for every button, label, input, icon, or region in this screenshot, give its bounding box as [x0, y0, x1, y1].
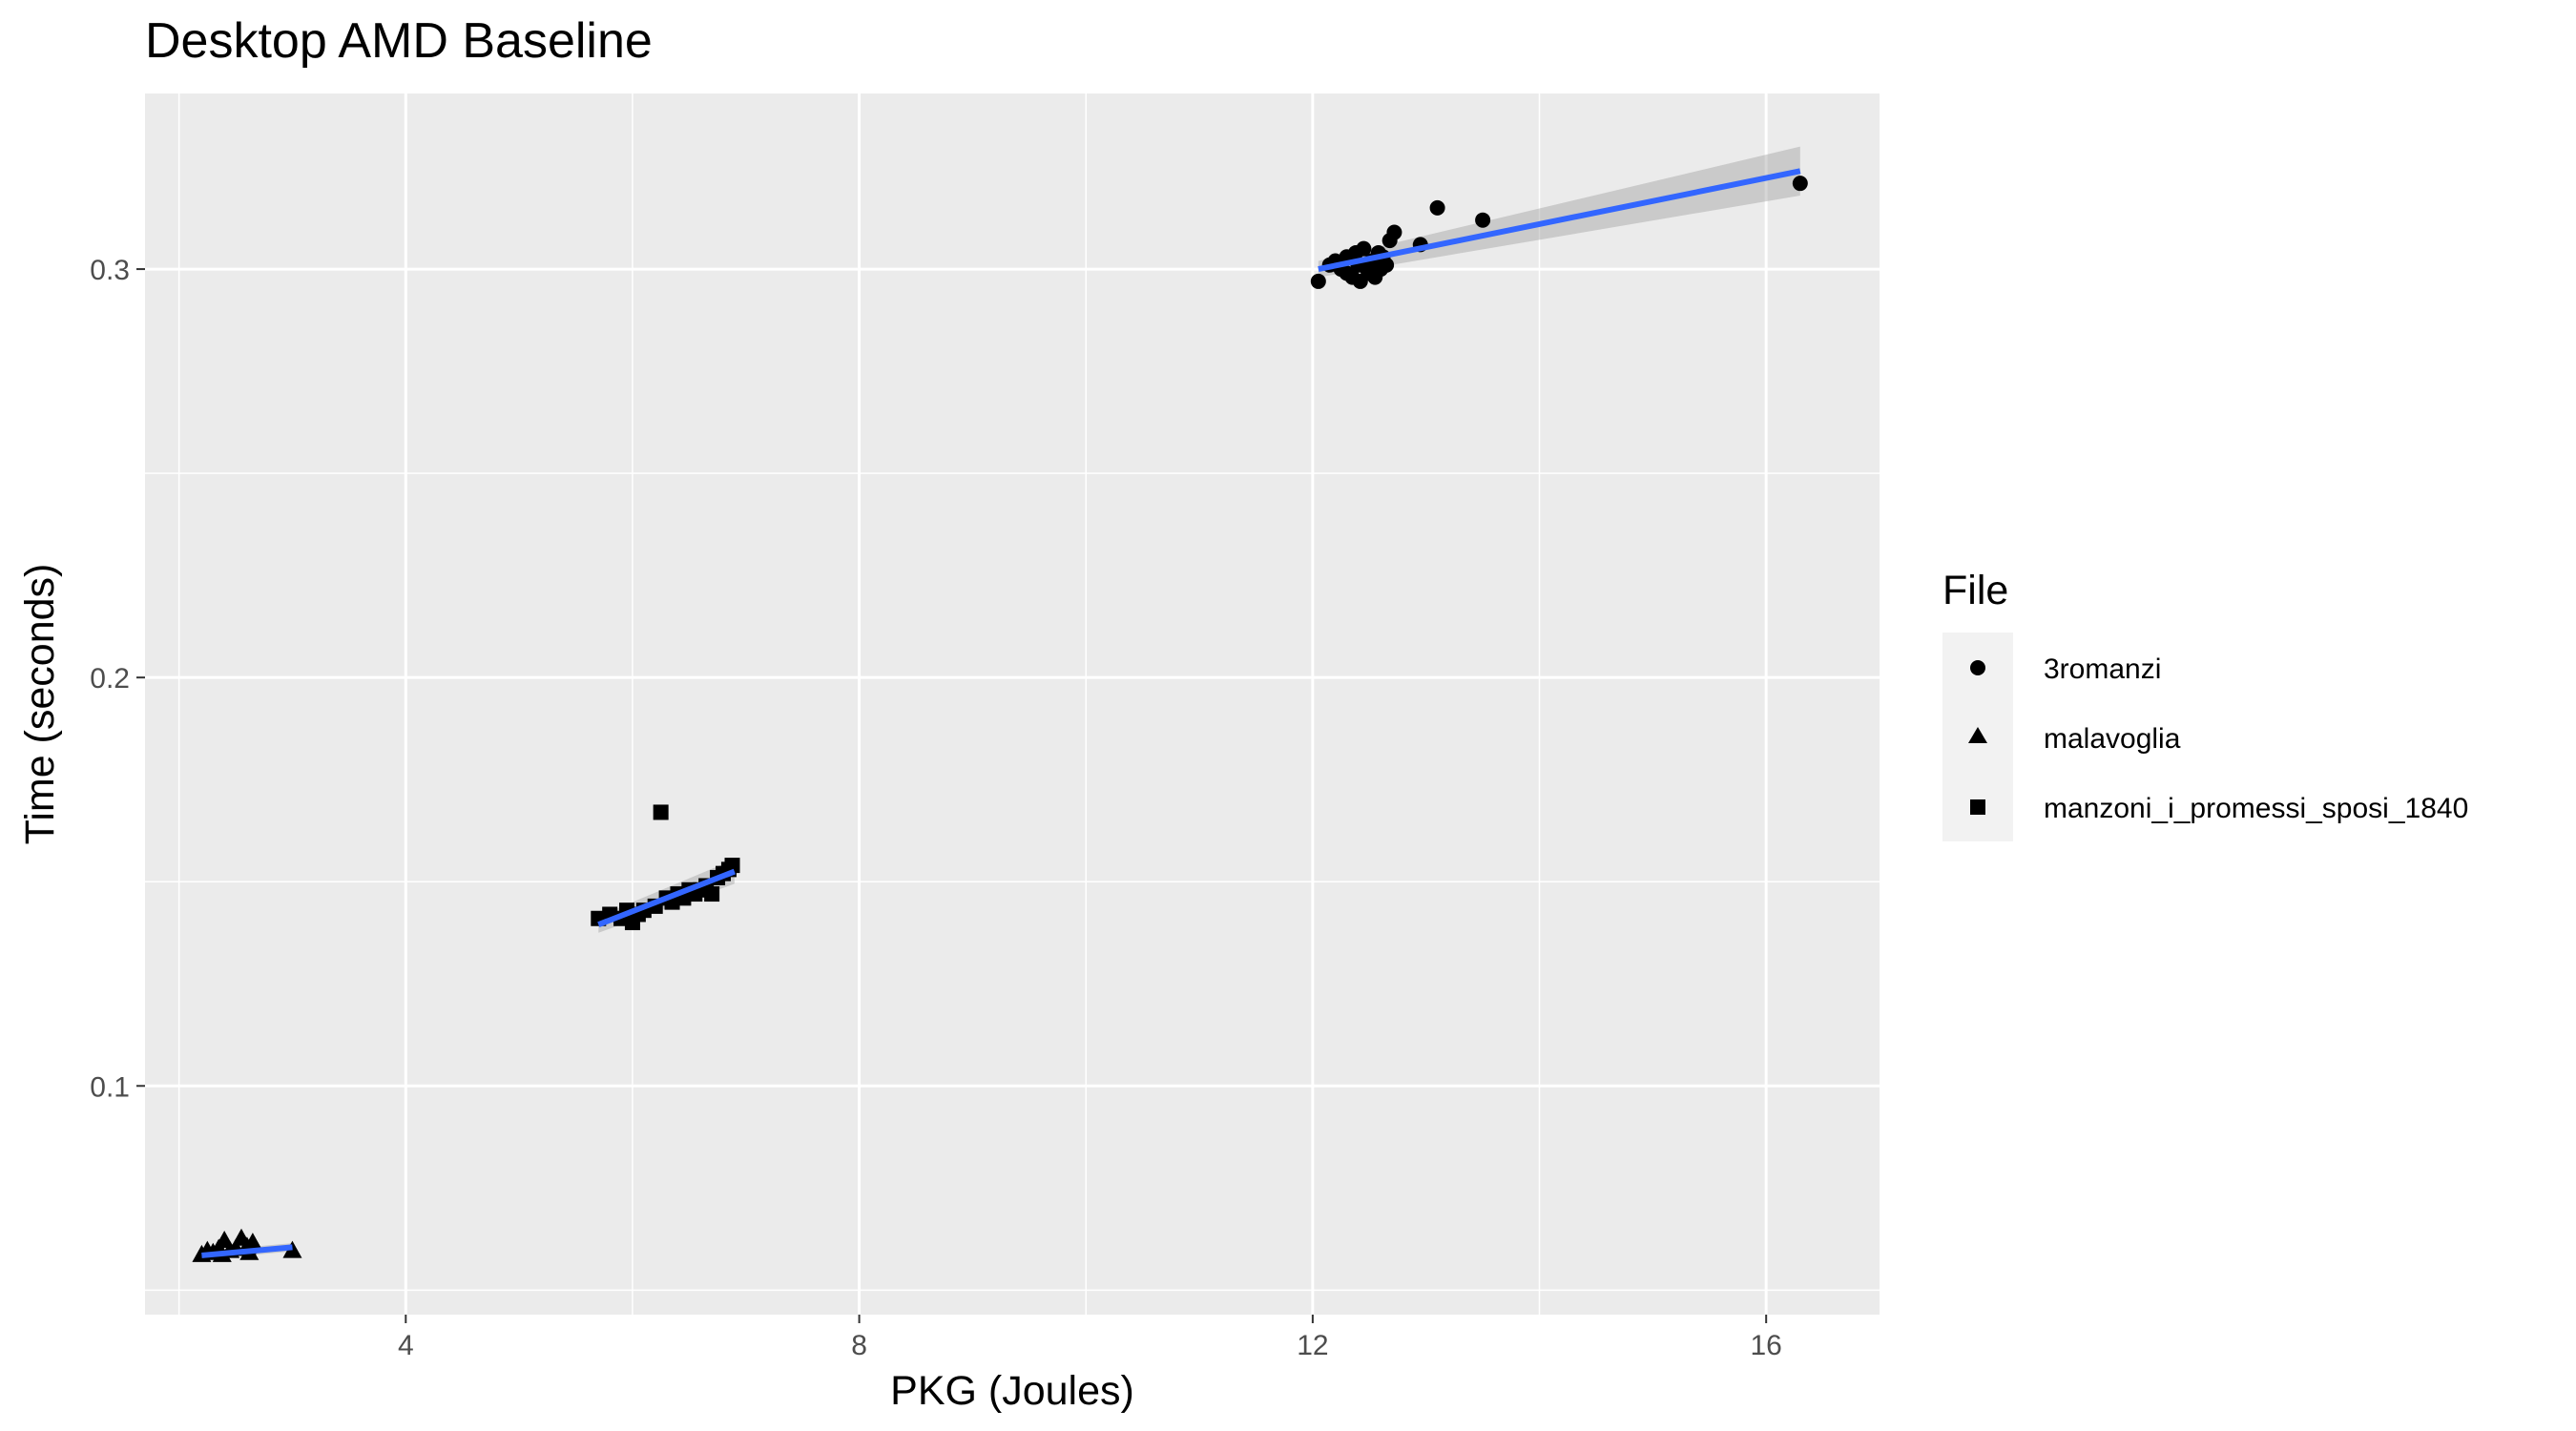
x-axis: 4 8 12 16	[398, 1315, 1782, 1361]
legend-key-manzoni	[1970, 799, 1985, 815]
fit-line-1	[201, 1244, 293, 1258]
point-triangle	[242, 1233, 262, 1251]
fit-line-0	[1318, 168, 1801, 273]
x-tick-label: 4	[398, 1330, 414, 1361]
point-circle	[1310, 273, 1326, 289]
chart-title: Desktop AMD Baseline	[145, 13, 653, 69]
x-tick-label: 8	[851, 1330, 867, 1361]
y-axis: 0.1 0.2 0.3	[90, 255, 145, 1103]
point-circle	[1792, 176, 1808, 192]
y-tick-label: 0.1	[90, 1071, 130, 1103]
point-square	[704, 886, 720, 902]
point-circle	[1386, 224, 1402, 240]
x-tick-label: 16	[1750, 1330, 1781, 1361]
y-axis-title: Time (seconds)	[17, 564, 63, 845]
legend-label-3romanzi: 3romanzi	[2044, 653, 2161, 685]
grid-minor	[145, 93, 1880, 1315]
legend-label-manzoni: manzoni_i_promessi_sposi_1840	[2044, 793, 2468, 824]
legend-label-malavoglia: malavoglia	[2044, 723, 2181, 755]
x-tick-label: 12	[1297, 1330, 1328, 1361]
point-circle	[1379, 257, 1395, 273]
legend-key-3romanzi	[1970, 660, 1985, 675]
legend: File 3romanzi malavoglia manzoni_i_prome…	[1942, 568, 2468, 841]
y-tick-label: 0.2	[90, 663, 130, 695]
point-circle	[1356, 240, 1372, 257]
fit-lines	[201, 168, 1801, 1258]
y-tick-label: 0.3	[90, 255, 130, 286]
point-square	[724, 858, 740, 874]
x-axis-title: PKG (Joules)	[890, 1368, 1134, 1414]
point-circle	[1475, 212, 1491, 228]
point-square	[653, 804, 669, 820]
grid-major	[145, 93, 1880, 1315]
fit-line-2	[597, 868, 736, 927]
legend-key-malavoglia	[1968, 727, 1987, 743]
legend-title: File	[1942, 568, 2008, 613]
plot-panel	[145, 93, 1880, 1315]
point-circle	[1429, 199, 1445, 216]
